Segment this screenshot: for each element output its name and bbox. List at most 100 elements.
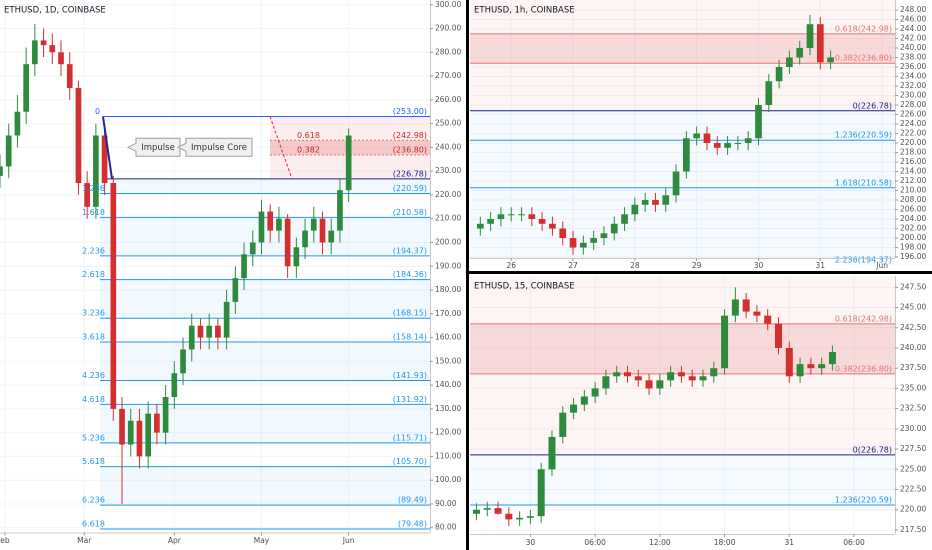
candle-body — [223, 301, 230, 338]
fib-price-label: (226.78) — [393, 169, 427, 178]
y-tick-label: 222.00 — [900, 129, 926, 138]
y-tick-label: 206.00 — [900, 205, 926, 214]
candle-body — [662, 195, 670, 205]
candle-body — [119, 408, 125, 445]
y-tick-label: 214.00 — [900, 167, 926, 176]
y-tick-label: 300.00 — [435, 0, 461, 9]
x-tick-label: 26 — [506, 261, 516, 270]
candle-body — [548, 436, 556, 470]
y-tick-label: 196.00 — [900, 252, 926, 261]
candle-body — [667, 372, 675, 381]
chart-panel: 0.618(242.98) 0.382(236.80) 0(226.78) 1.236… — [470, 276, 932, 550]
candle-body — [136, 420, 143, 457]
x-tick-label: 30 — [754, 261, 764, 270]
fib-price-label: (220.59) — [393, 184, 427, 193]
candle-body — [590, 238, 597, 243]
x-tick-label: Mar — [77, 536, 92, 545]
fib-ratio-label: 2.236 — [82, 246, 105, 255]
y-tick-label: 290.00 — [435, 24, 461, 33]
chart-title: ETHUSD, 1D, COINBASE — [4, 6, 106, 16]
candle-body — [145, 413, 152, 457]
x-tick-label: 18:00 — [714, 538, 736, 547]
y-tick-label: 244.00 — [900, 24, 926, 33]
candle-body — [672, 171, 680, 196]
x-tick-label: 31 — [816, 261, 826, 270]
y-tick-label: 200.00 — [900, 233, 926, 242]
candle-body — [516, 517, 524, 520]
fib-price-label: 0.618(242.98) — [835, 24, 892, 33]
y-tick-label: 232.50 — [900, 404, 926, 413]
candle-body — [621, 214, 628, 224]
candle-body — [645, 380, 653, 389]
fib-zone — [100, 178, 430, 194]
candle-body — [310, 218, 317, 231]
candle-body — [49, 45, 56, 53]
y-tick-label: 227.50 — [900, 444, 926, 453]
x-tick-label: 06:00 — [584, 538, 606, 547]
fib-zone — [100, 217, 430, 256]
candle-body — [785, 347, 793, 377]
candle-body — [641, 200, 649, 205]
callout-box — [126, 137, 181, 157]
candle-body — [796, 364, 804, 377]
candle-body — [23, 64, 29, 112]
fib-ratio-label: 4.236 — [82, 371, 105, 380]
candle-body — [656, 380, 664, 389]
fib-ratio-label: 1.236 — [82, 184, 105, 193]
candle-body — [241, 254, 247, 279]
x-tick-label: 29 — [692, 261, 702, 270]
y-tick-label: 225.00 — [900, 464, 926, 473]
y-tick-label: 198.00 — [900, 243, 926, 252]
candle-body — [591, 388, 599, 397]
candle-body — [774, 323, 783, 348]
x-tick-label: 30 — [526, 538, 536, 547]
candle-body — [631, 204, 639, 215]
fib-price-label: (89.49) — [398, 496, 427, 505]
x-tick-label: Jun — [342, 536, 355, 545]
plot-area — [470, 276, 895, 534]
y-tick-label: 150.00 — [435, 356, 461, 365]
fib-price-label: 0.382(236.80) — [835, 54, 892, 63]
candle-body — [827, 57, 834, 63]
fib-price-label: (115.71) — [393, 433, 427, 442]
y-tick-label: 204.00 — [900, 214, 926, 223]
fib-price-label: 0.382(236.80) — [835, 364, 892, 373]
candle-body — [559, 412, 567, 437]
candle-body — [796, 47, 804, 58]
y-tick-label: 120.00 — [435, 428, 461, 437]
candle-body — [32, 40, 38, 65]
fib-price-label: (105.70) — [393, 457, 427, 466]
candle-body — [569, 238, 577, 248]
chart-title: ETHUSD, 15, COINBASE — [474, 282, 575, 292]
y-tick-label: 217.50 — [900, 525, 926, 534]
x-tick-label: 12:00 — [649, 538, 671, 547]
candle-body — [75, 87, 82, 184]
plot-area — [0, 0, 430, 533]
candle-body — [180, 349, 186, 374]
candle-body — [677, 372, 685, 377]
callout-text: Impulse — [141, 143, 175, 153]
fib-price-label: (236.80) — [393, 145, 427, 154]
candle-body — [293, 247, 300, 267]
fib-price-label: 2.236(194.37) — [835, 255, 892, 264]
candle-body — [472, 509, 480, 514]
candle-body — [570, 404, 578, 413]
y-tick-label: 202.00 — [900, 224, 926, 233]
candle-body — [765, 81, 773, 106]
candle-body — [507, 214, 515, 216]
y-tick-label: 200.00 — [435, 237, 461, 246]
candle-body — [755, 105, 762, 139]
y-tick-label: 226.00 — [900, 110, 926, 119]
candle-body — [683, 138, 690, 172]
y-tick-label: 232.00 — [900, 81, 926, 90]
y-tick-label: 220.00 — [435, 190, 461, 199]
y-tick-label: 240.00 — [900, 43, 926, 52]
y-tick-label: 238.00 — [900, 52, 926, 61]
fib-ratio-label: 0.618 — [297, 131, 320, 140]
candle-body — [215, 325, 221, 338]
candle-body — [171, 373, 178, 397]
fib-ratio-label: 1.618 — [82, 208, 105, 217]
candle-body — [101, 135, 108, 184]
candle-body — [713, 143, 721, 148]
fib-ratio-label: 5.618 — [82, 457, 105, 466]
